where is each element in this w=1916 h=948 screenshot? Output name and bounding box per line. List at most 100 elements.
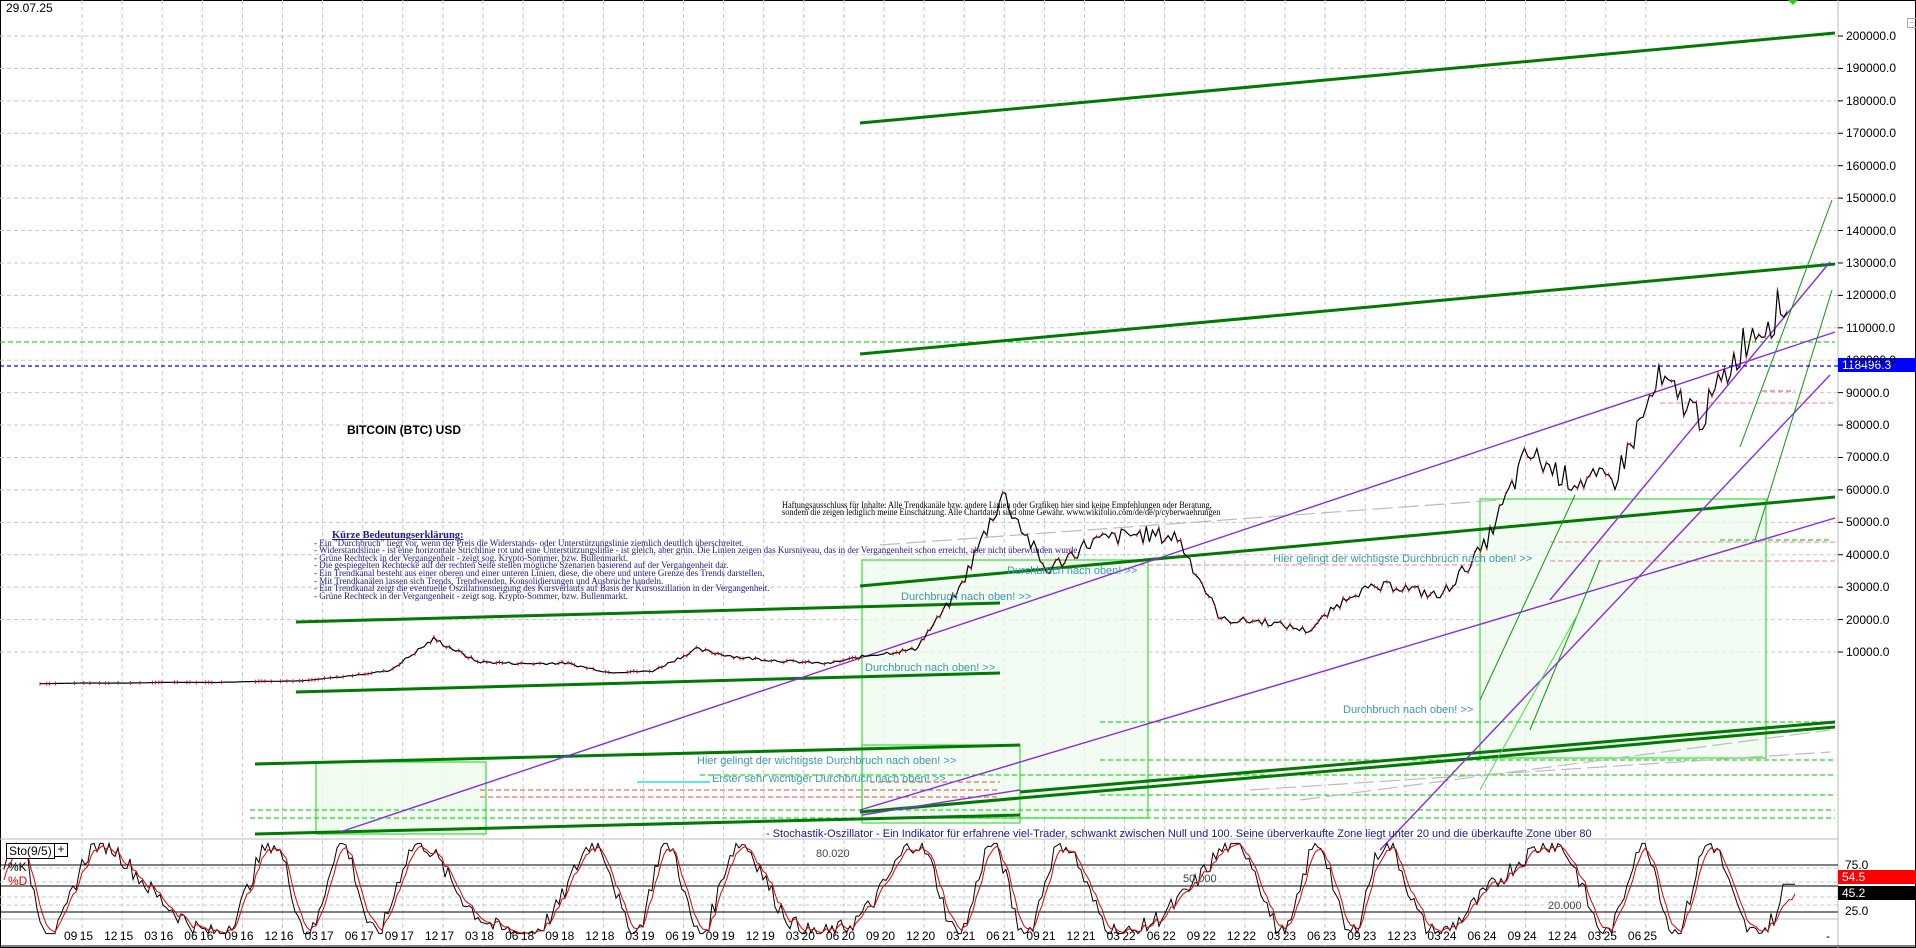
y-axis-label: 20000.0 — [1846, 612, 1890, 627]
current-price-tag: 118496.3 — [1838, 358, 1916, 372]
top-marker-icon — [1788, 0, 1798, 5]
disclaimer-line: sondern die zeigen lediglich meine Einsc… — [782, 507, 1221, 517]
add-indicator-button[interactable]: + — [54, 843, 68, 857]
chart-title: BITCOIN (BTC) USD — [347, 423, 461, 437]
x-axis-label: 03 25 — [1587, 929, 1617, 943]
annotation-key-breakout: Hier gelingt der wichtigste Durchbruch n… — [697, 755, 957, 767]
annotation-key-breakout: Hier gelingt der wichtigste Durchbruch n… — [1273, 553, 1533, 565]
x-axis-label: 12 23 — [1387, 929, 1417, 943]
stochastic-k-value: 54.5 — [1838, 870, 1916, 884]
annotation-breakout: Durchbruch nach oben! >> — [1007, 565, 1138, 577]
x-axis-label: 12 17 — [424, 929, 454, 943]
stochastic-axis-label: 75.0 — [1845, 858, 1869, 872]
x-axis-label: 03 18 — [465, 929, 495, 943]
stochastic-middle-level-label: 50.000 — [1183, 873, 1217, 885]
x-axis-label: 12 15 — [104, 929, 134, 943]
y-axis-label: 80000.0 — [1846, 418, 1890, 433]
x-axis-label: 06 24 — [1467, 929, 1497, 943]
y-axis-label: 180000.0 — [1846, 93, 1897, 108]
y-axis-label: 130000.0 — [1846, 255, 1897, 270]
y-axis-label: 110000.0 — [1846, 320, 1896, 335]
disclaimer: Haftungsausschluss für Inhalte: Alle Tre… — [782, 500, 1221, 517]
annotation-first-breakout: Erster sehr wichtiger Durchbruch nach ob… — [712, 773, 946, 785]
x-axis-label: 09 20 — [866, 929, 896, 943]
x-axis-label: 06 25 — [1627, 929, 1657, 943]
x-axis-label: 09 19 — [705, 929, 735, 943]
y-axis-label: 140000.0 — [1846, 223, 1897, 238]
x-axis-label: 06 21 — [986, 929, 1016, 943]
x-axis-label: 12 18 — [585, 929, 615, 943]
y-axis-label: 30000.0 — [1846, 580, 1890, 595]
x-axis-label: 06 22 — [1146, 929, 1176, 943]
y-axis-label: 160000.0 — [1846, 158, 1897, 173]
legend-line: - Ein Trendkanal zeigt die eventuelle Os… — [314, 583, 770, 594]
stochastic-note: - Stochastik-Oszillator - Ein Indikator … — [766, 828, 1592, 840]
annotation-breakout: Durchbruch nach oben! >> — [1343, 704, 1474, 716]
legend-line: - Ein "Durchbruch" liegt vor, wenn der P… — [314, 537, 744, 548]
x-axis-label: 06 18 — [505, 929, 535, 943]
purple-channel-lines — [339, 261, 1836, 851]
x-axis-label: 09 21 — [1026, 929, 1056, 943]
legend-heading: Kürze Bedeutungserklärung: — [332, 530, 464, 541]
x-axis-label: 12 19 — [745, 929, 775, 943]
support-lines — [0, 341, 1835, 819]
y-axis-label: 190000.0 — [1846, 61, 1897, 76]
resistance-lines — [480, 390, 1835, 798]
stochastic-k-label: %K — [8, 860, 27, 874]
disclaimer-line: Haftungsausschluss für Inhalte: Alle Tre… — [782, 500, 1212, 510]
x-axis-label: 09 22 — [1186, 929, 1216, 943]
y-axis-label: 50000.0 — [1846, 515, 1890, 530]
annotation-breakout: Durchbruch nach oben! >> — [865, 662, 996, 674]
stochastic-d-label: %D — [8, 874, 28, 888]
stochastic-axis-label: 25.0 — [1845, 904, 1869, 918]
x-axis-label: 06 16 — [184, 929, 214, 943]
x-axis-label: 03 20 — [785, 929, 815, 943]
y-axis-label: 70000.0 — [1846, 450, 1890, 465]
x-axis-label: 09 23 — [1347, 929, 1377, 943]
x-axis-label: 09 24 — [1507, 929, 1537, 943]
y-axis-label: 200000.0 — [1846, 29, 1897, 44]
legend-line: - Grüne Rechteck in der Vergangenheit - … — [314, 590, 628, 601]
y-axis-label: 60000.0 — [1846, 482, 1890, 497]
x-axis-label: 03 23 — [1267, 929, 1297, 943]
stochastic-name[interactable]: Sto(9/5) — [6, 843, 55, 859]
x-axis-label: 09 15 — [64, 929, 94, 943]
x-axis-label: 03 16 — [144, 929, 174, 943]
x-axis-label: 06 23 — [1307, 929, 1337, 943]
legend-box: Kürze Bedeutungserklärung: - Ein "Durchb… — [314, 530, 1080, 601]
y-axis-label: 100000.0 — [1846, 353, 1897, 368]
x-axis-label: 12 22 — [1226, 929, 1256, 943]
annotation-breakout: Durchbruch nach oben! >> — [901, 591, 1032, 603]
btc-price-series-up — [39, 287, 1788, 686]
y-axis-label: 170000.0 — [1846, 126, 1897, 141]
steep-green-lines — [1479, 199, 1833, 791]
x-axis-label: 12 16 — [264, 929, 294, 943]
legend-line: - Ein Trendkanal besteht aus einer obere… — [314, 567, 765, 578]
collapse-icon[interactable]: − — [1907, 18, 1916, 28]
legend-line: - Mit Trendkanälen lassen sich Trends, T… — [314, 575, 664, 586]
x-axis-label: 12 20 — [906, 929, 936, 943]
stochastic-d-line — [3, 843, 1796, 934]
x-axis-label: 09 18 — [545, 929, 575, 943]
stochastic-upper-level-label: 80.020 — [816, 848, 850, 860]
grid — [0, 0, 1843, 946]
stochastic-lower-level-label: 20.000 — [1548, 900, 1582, 912]
grey-trend-lines — [879, 499, 1831, 801]
legend-line: - Grüne Rechteck in der Vergangenheit - … — [314, 552, 628, 563]
y-axis-label: 40000.0 — [1846, 547, 1890, 562]
x-axis-label: 06 19 — [665, 929, 695, 943]
x-axis-label: 12 24 — [1547, 929, 1577, 943]
btc-price-series — [40, 289, 1788, 685]
y-axis-label: 10000.0 — [1846, 645, 1890, 659]
stochastic-d-value: 45.2 — [1838, 886, 1916, 900]
x-axis-label: 03 24 — [1427, 929, 1457, 943]
green-trend-lines — [254, 31, 1836, 836]
x-axis-label: 06 20 — [825, 929, 855, 943]
x-axis-label: 03 22 — [1106, 929, 1136, 943]
y-axis-label: 150000.0 — [1846, 191, 1897, 206]
y-axis-label: 90000.0 — [1846, 385, 1890, 400]
x-axis-label: 06 17 — [344, 929, 374, 943]
x-axis-label: 12 21 — [1066, 929, 1096, 943]
x-axis-label: 09 17 — [384, 929, 414, 943]
